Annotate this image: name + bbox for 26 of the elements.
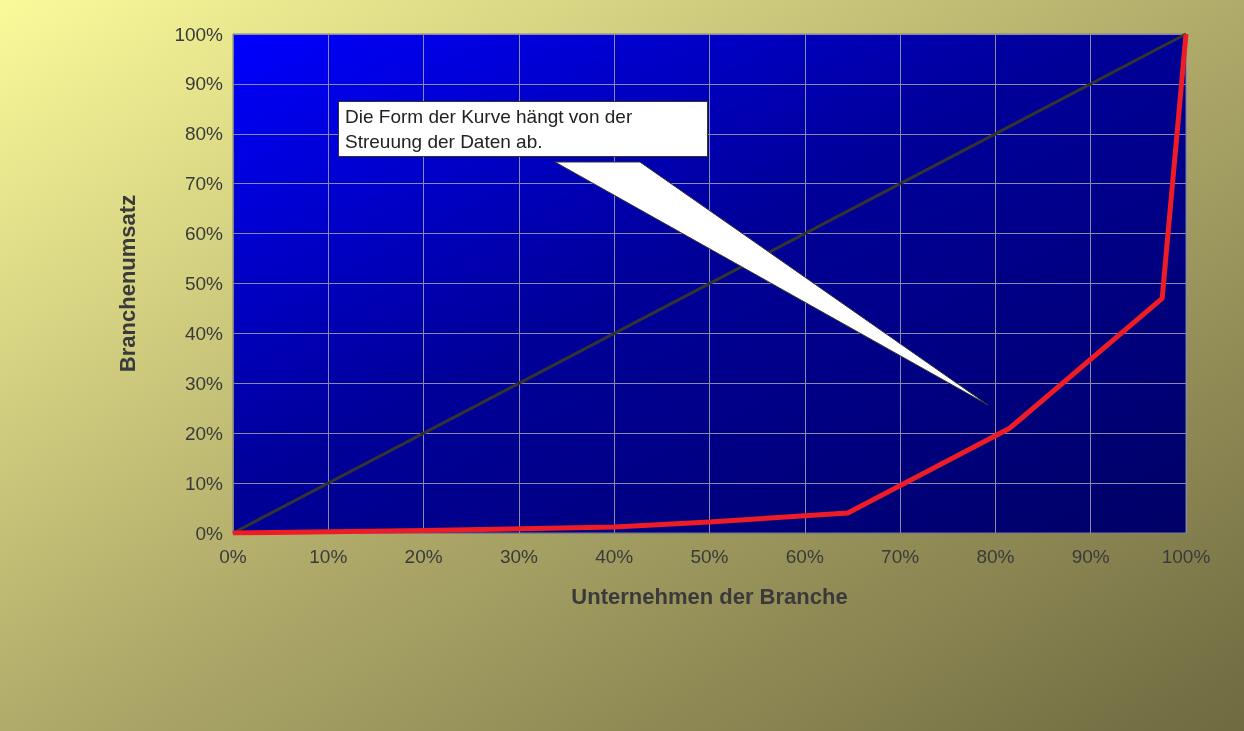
x-tick-label: 20% bbox=[404, 546, 443, 567]
x-axis-title: Unternehmen der Branche bbox=[571, 583, 848, 609]
y-tick-label: 30% bbox=[184, 372, 224, 394]
y-tick-label: 10% bbox=[184, 472, 224, 494]
x-tick-label: 90% bbox=[1071, 546, 1110, 567]
y-tick-label: 40% bbox=[184, 322, 224, 344]
y-axis-title: Branchenumsatz bbox=[114, 194, 140, 373]
x-tick-label: 30% bbox=[499, 546, 539, 567]
y-tick-label: 80% bbox=[184, 123, 224, 145]
y-tick-label: 20% bbox=[184, 422, 224, 444]
y-tick-label: 100% bbox=[174, 23, 224, 45]
callout: Die Form der Kurve hängt von der Streuung der Daten ab. bbox=[338, 101, 990, 408]
annotation: Die Form der Kurve hängt von der Streuung der Daten ab. bbox=[338, 101, 708, 157]
x-tick-label: 40% bbox=[595, 546, 634, 567]
x-tick-label: 0% bbox=[219, 546, 247, 567]
x-tick-label: 60% bbox=[785, 546, 824, 567]
x-tick-label: 80% bbox=[976, 546, 1015, 567]
y-tick-label: 50% bbox=[184, 273, 224, 294]
y-tick-label: 60% bbox=[184, 223, 224, 245]
y-tick-label: 0% bbox=[195, 522, 224, 544]
x-tick-label: 100% bbox=[1161, 546, 1211, 567]
x-tick-label: 10% bbox=[309, 546, 348, 567]
y-tick-label: 70% bbox=[184, 173, 224, 195]
y-tick-label: 90% bbox=[184, 73, 224, 95]
x-tick-label: 70% bbox=[881, 546, 920, 567]
x-tick-label: 50% bbox=[690, 546, 729, 567]
